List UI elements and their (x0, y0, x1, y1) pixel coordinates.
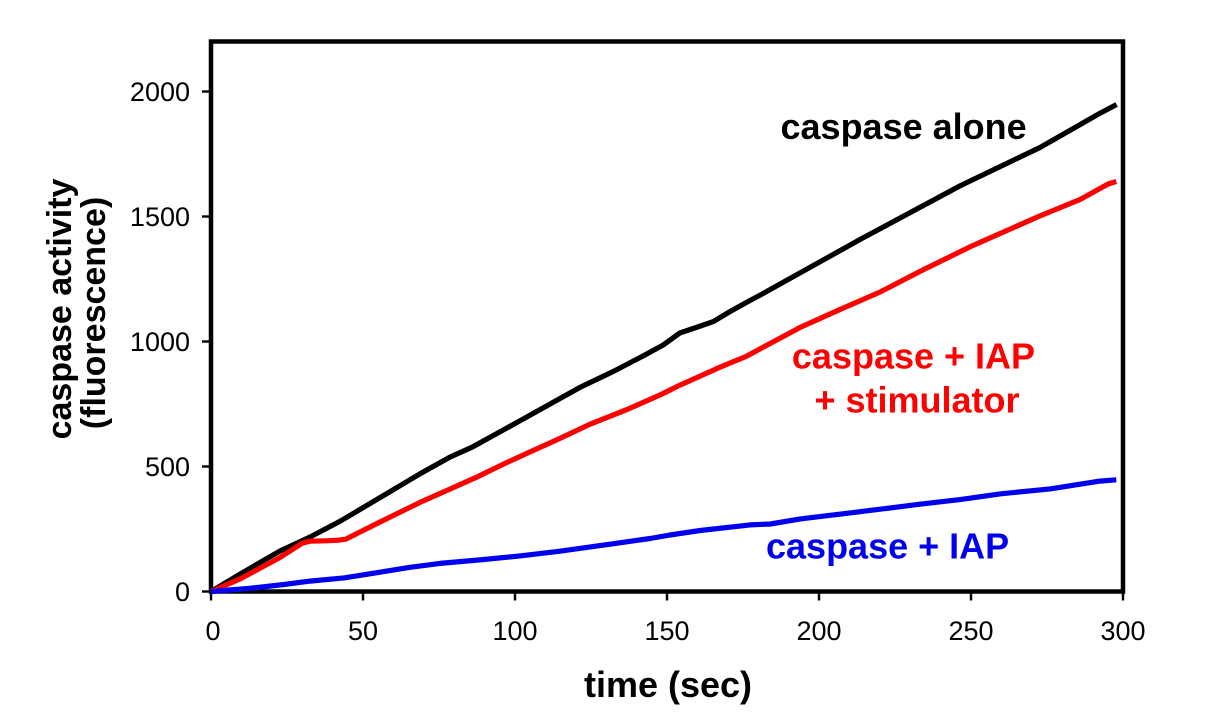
svg-text:100: 100 (492, 616, 537, 646)
svg-text:caspase + IAP: caspase + IAP (792, 336, 1035, 377)
svg-text:500: 500 (145, 452, 190, 482)
svg-text:300: 300 (1100, 616, 1145, 646)
svg-text:caspase + IAP: caspase + IAP (766, 526, 1009, 567)
svg-text:2000: 2000 (130, 77, 190, 107)
svg-text:0: 0 (175, 577, 190, 607)
svg-text:+ stimulator: + stimulator (814, 380, 1019, 421)
svg-text:1000: 1000 (130, 327, 190, 357)
svg-text:0: 0 (205, 616, 220, 646)
svg-text:250: 250 (948, 616, 993, 646)
svg-text:150: 150 (644, 616, 689, 646)
svg-text:time (sec): time (sec) (584, 664, 752, 705)
svg-text:1500: 1500 (130, 202, 190, 232)
svg-text:caspase alone: caspase alone (781, 106, 1027, 147)
svg-text:50: 50 (348, 616, 378, 646)
svg-text:200: 200 (796, 616, 841, 646)
svg-text:caspase activity: caspase activity (41, 178, 79, 439)
svg-text:(fluorescence): (fluorescence) (75, 197, 113, 429)
